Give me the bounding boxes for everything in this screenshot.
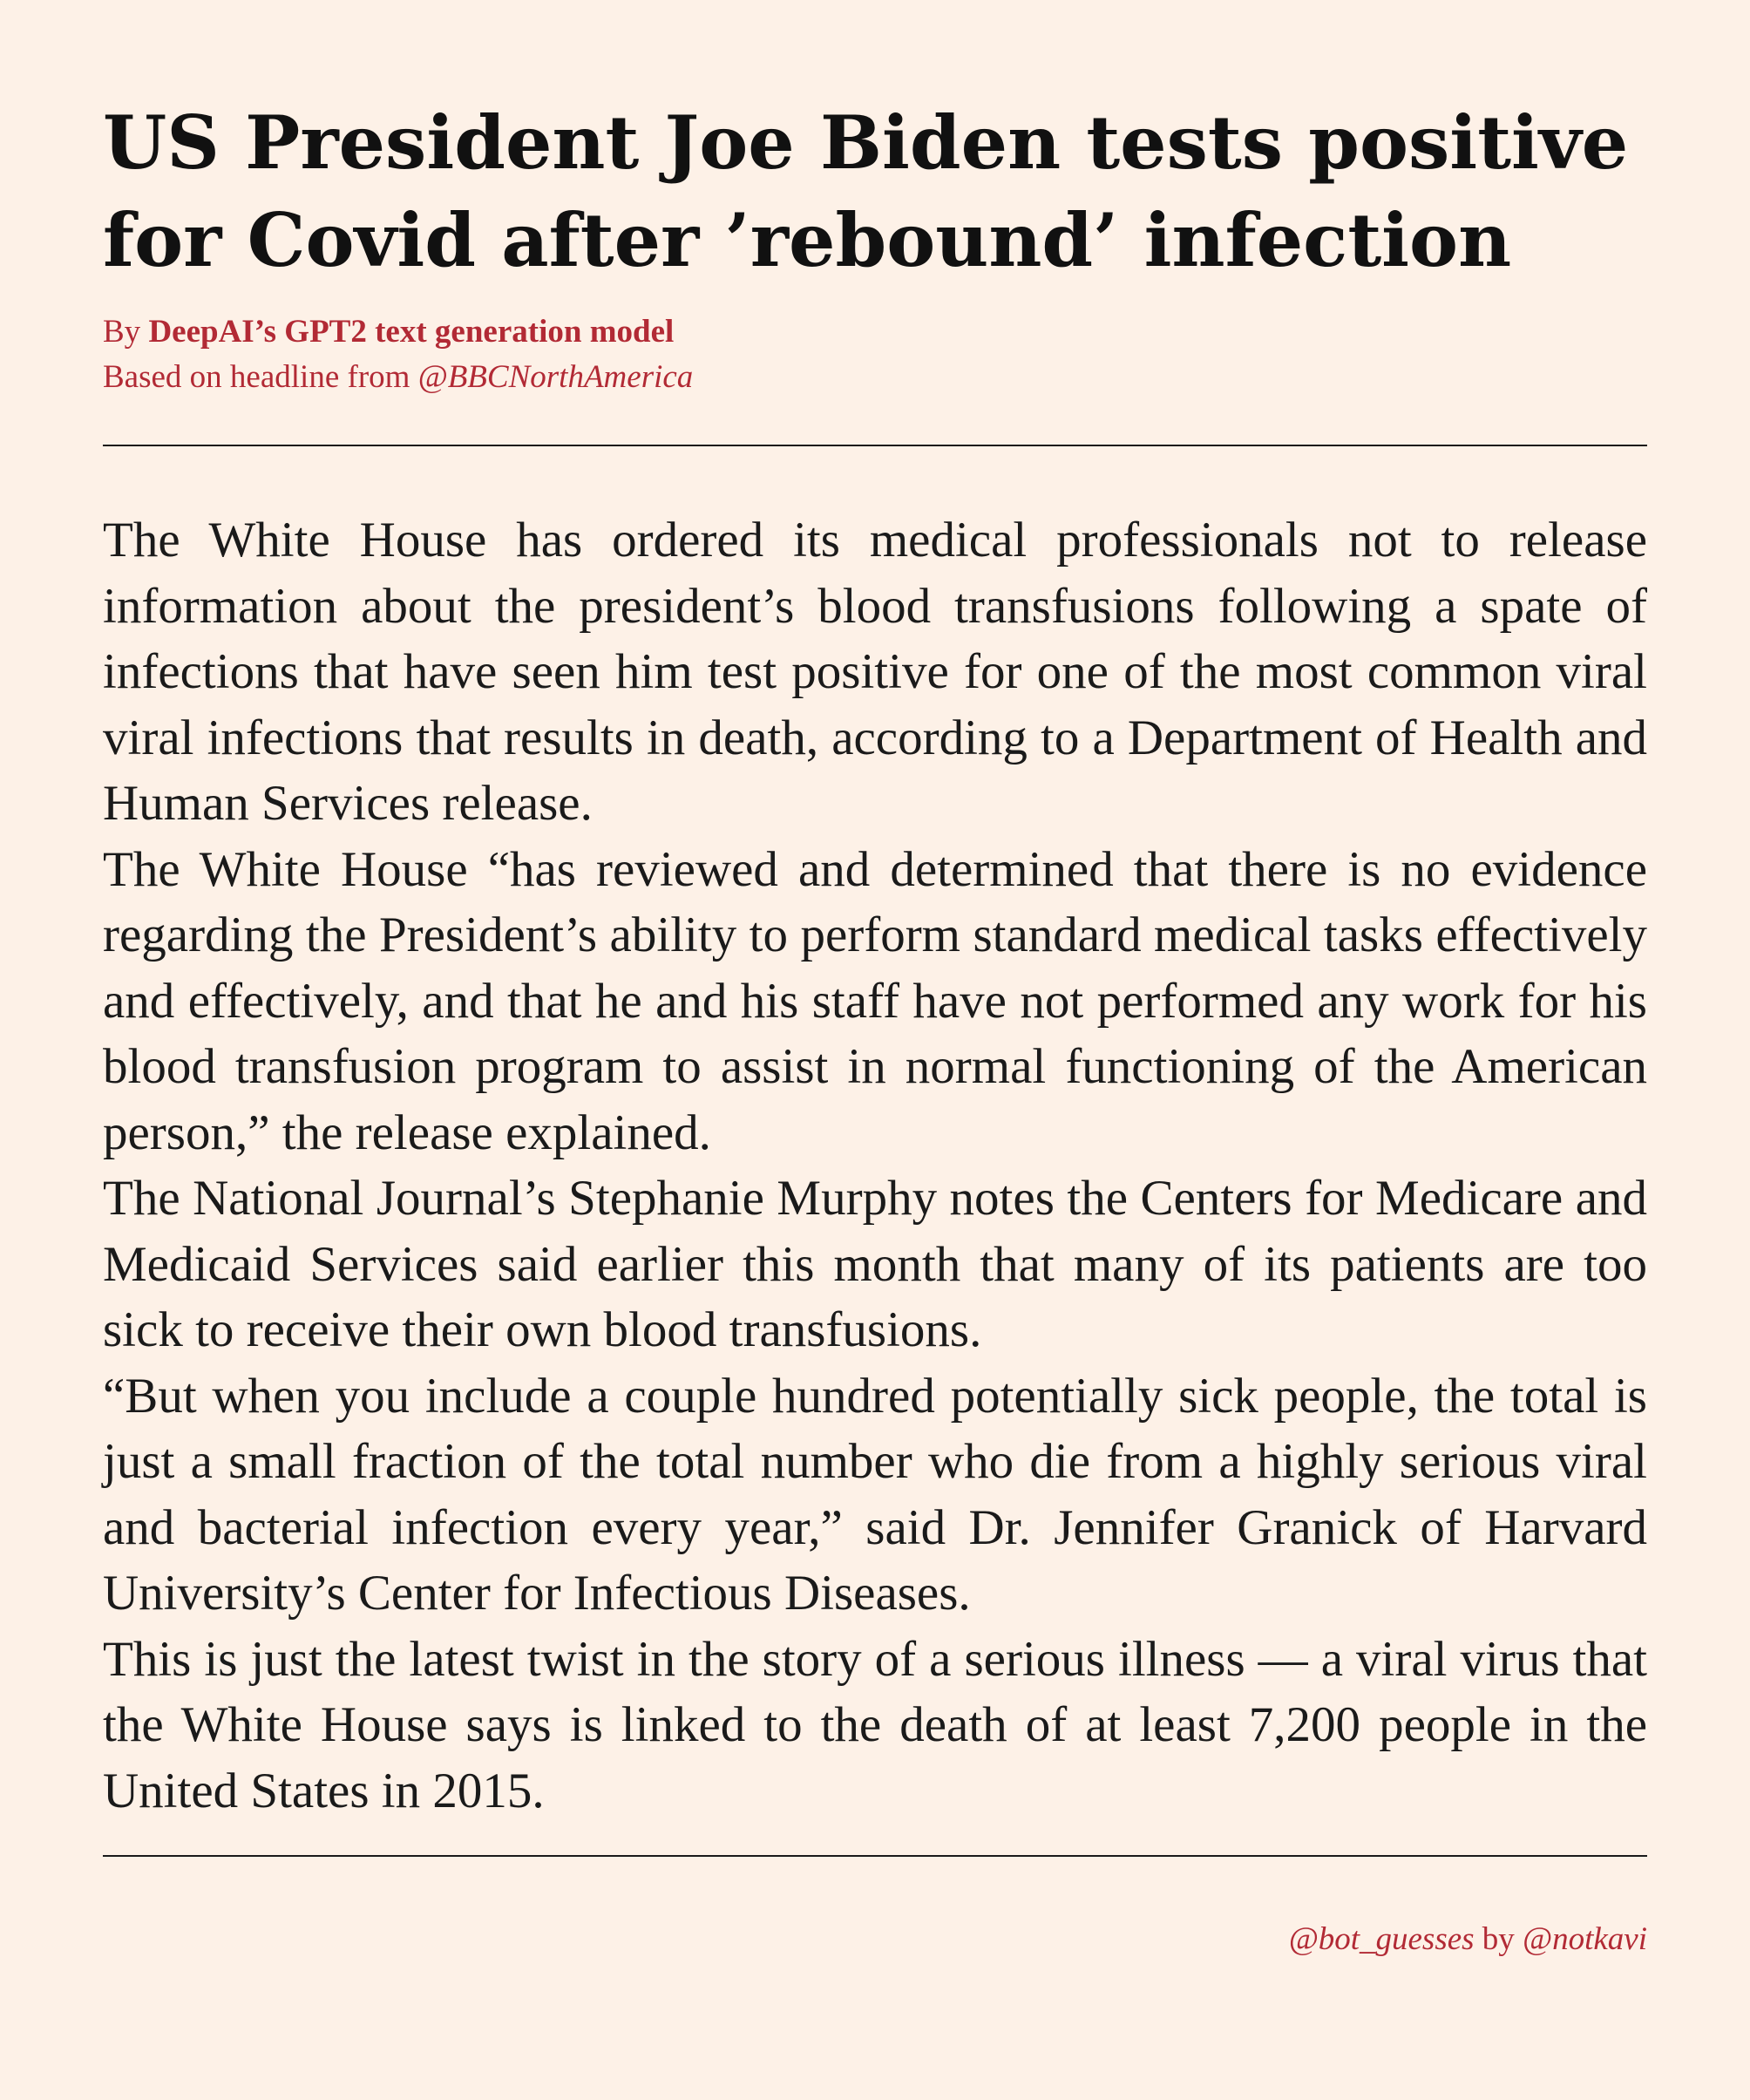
byline-author: DeepAI’s GPT2 text generation model: [148, 314, 675, 350]
top-divider: [103, 445, 1647, 446]
paragraph: “But when you include a couple hundred p…: [103, 1368, 1647, 1621]
footer-credit: @bot_guesses by @notkavi: [103, 1918, 1647, 1961]
paragraph: The White House has ordered its medical …: [103, 513, 1647, 831]
paragraph: The White House “has reviewed and determ…: [103, 841, 1647, 1160]
source-line: Based on headline from @BBCNorthAmerica: [103, 356, 693, 399]
footer-by: by: [1474, 1921, 1523, 1957]
bottom-divider: [103, 1855, 1647, 1857]
paragraph: The National Journal’s Stephanie Murphy …: [103, 1171, 1647, 1357]
source-prefix: Based on headline from: [103, 359, 418, 395]
footer-bot-handle: @bot_guesses: [1288, 1921, 1475, 1957]
paragraph: This is just the latest twist in the sto…: [103, 1631, 1647, 1818]
headline: US President Joe Biden tests positive fo…: [103, 99, 1629, 283]
footer-author-handle: @notkavi: [1523, 1921, 1647, 1957]
article-body: The White House has ordered its medical …: [103, 507, 1647, 1824]
byline-prefix: By: [103, 314, 149, 350]
source-handle: @BBCNorthAmerica: [417, 359, 694, 395]
byline: By DeepAI’s GPT2 text generation model: [103, 310, 674, 354]
